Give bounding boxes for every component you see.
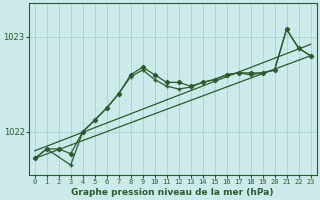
X-axis label: Graphe pression niveau de la mer (hPa): Graphe pression niveau de la mer (hPa) [71, 188, 274, 197]
